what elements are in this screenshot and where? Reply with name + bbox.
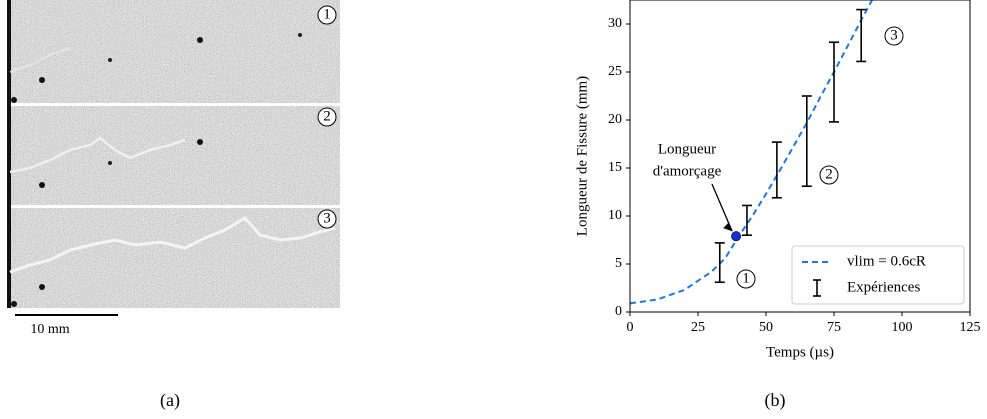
y-tick-label: 15	[608, 160, 622, 175]
x-tick-label: 50	[759, 320, 773, 335]
marker-circle	[736, 269, 756, 289]
marker-circle	[884, 26, 904, 46]
y-tick-label: 0	[615, 304, 622, 319]
scale-bar-label: 10 mm	[30, 322, 69, 337]
y-tick-label: 5	[615, 256, 622, 271]
x-tick-label: 0	[627, 320, 634, 335]
image-label-text: 2	[323, 108, 331, 124]
curve	[629, 0, 873, 305]
error-bar	[801, 95, 812, 188]
dot	[298, 33, 302, 37]
y-tick-label: 20	[608, 112, 622, 127]
error-bar	[771, 141, 782, 199]
dot	[108, 58, 112, 62]
marker-circle	[819, 165, 839, 185]
x-tick-label: 25	[691, 320, 705, 335]
onset-point	[731, 231, 742, 242]
dot	[11, 301, 17, 307]
dot	[11, 97, 17, 103]
crack	[9, 136, 186, 174]
annotation: d'amorçage	[653, 163, 722, 179]
legend-box	[791, 245, 965, 305]
dot	[39, 77, 45, 83]
y-tick-label: 10	[608, 208, 622, 223]
annotation: Longueur	[658, 141, 716, 157]
image-strip	[8, 106, 340, 205]
marker-label: 3	[890, 27, 898, 43]
dot	[108, 161, 112, 165]
image-label-text: 3	[323, 210, 331, 226]
image-label: 1 2 3	[317, 5, 337, 229]
dot	[197, 37, 203, 43]
marker-label: 2	[825, 166, 833, 182]
error-bar	[829, 41, 839, 123]
marker-label: 1	[742, 270, 750, 286]
x-axis-label: Temps (µs)	[766, 344, 834, 360]
x-tick-label: 100	[892, 320, 913, 335]
dot	[39, 284, 45, 290]
x-tick-label: 75	[827, 320, 841, 335]
y-tick-label: 25	[608, 64, 622, 79]
legend-label: Expériences	[847, 279, 920, 295]
y-tick-label: 30	[608, 16, 622, 31]
image-strips	[7, 0, 340, 308]
dot	[197, 139, 203, 145]
image-strip	[8, 208, 340, 308]
x-tick-label: 125	[960, 320, 981, 335]
panel-label: (b)	[765, 390, 786, 411]
error-bar	[714, 242, 725, 284]
annotation-arrowhead	[723, 222, 733, 232]
plot-frame	[629, 0, 971, 313]
error-bar	[741, 204, 752, 236]
crack	[9, 216, 336, 274]
image-label-text: 1	[323, 6, 331, 22]
dot	[39, 182, 45, 188]
image-edge	[7, 0, 11, 308]
legend-label: vlim = 0.6cR	[847, 253, 926, 269]
y-axis-label: Longueur de Fissure (mm)	[574, 76, 590, 236]
image-strip	[8, 0, 340, 103]
panel-label: (a)	[160, 390, 180, 411]
crack	[9, 47, 71, 73]
error-bar	[856, 8, 867, 63]
